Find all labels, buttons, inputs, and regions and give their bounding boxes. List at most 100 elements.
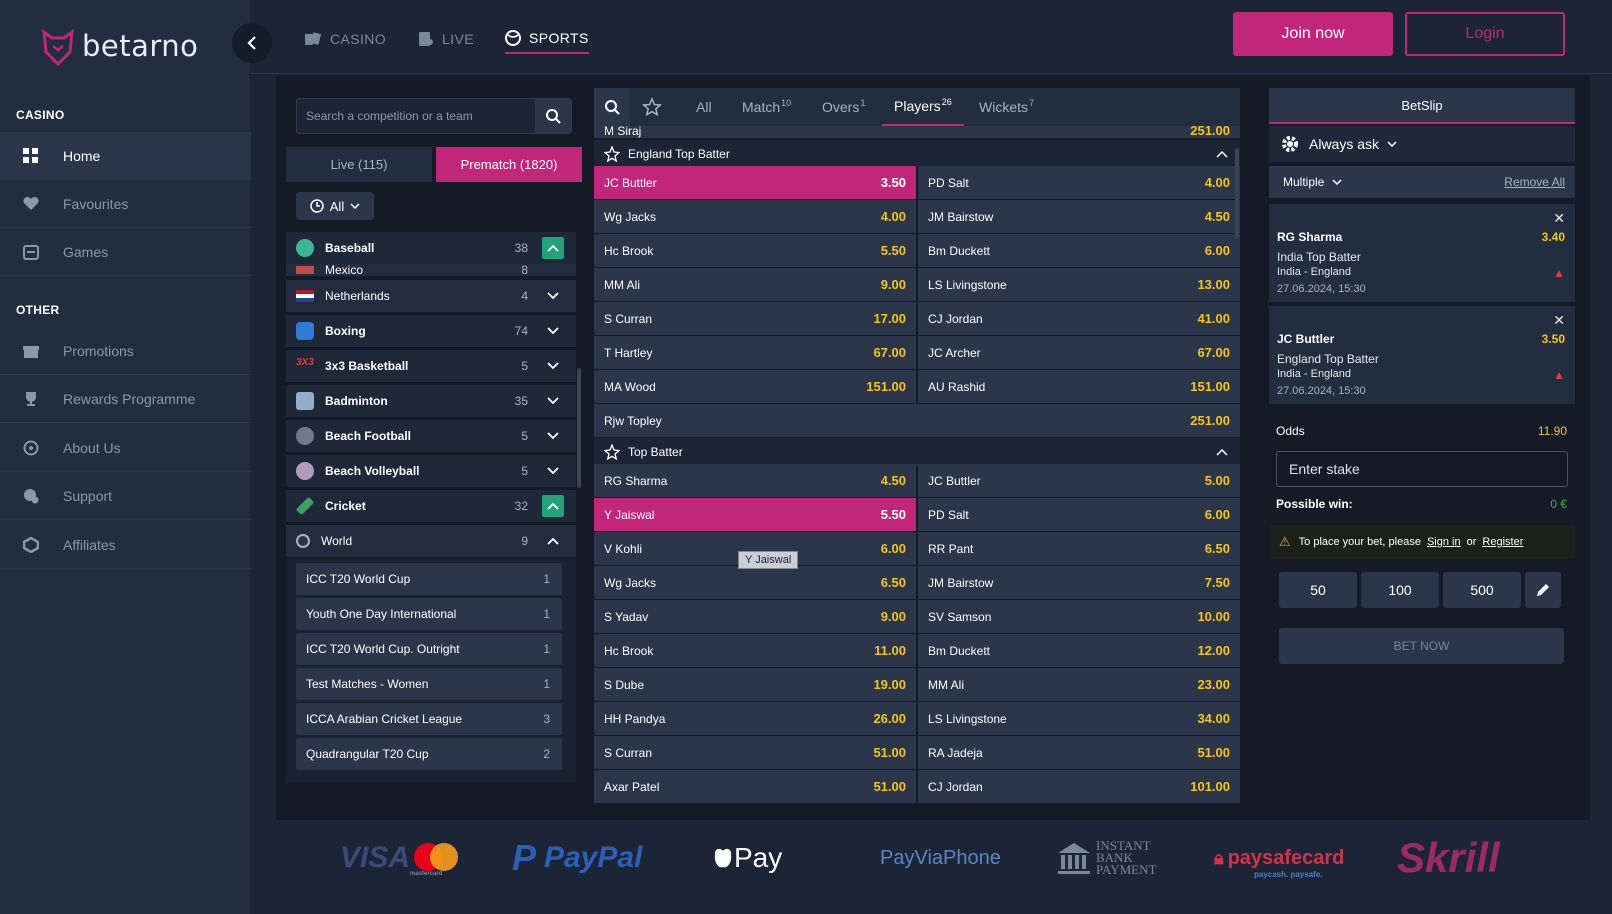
selection-odds-button[interactable]: JC Buttler 5.00	[918, 464, 1240, 497]
market-header-top-batter[interactable]: Top Batter	[594, 438, 1240, 466]
selection-odds-button[interactable]: MA Wood 151.00	[594, 370, 916, 403]
selection-odds-button[interactable]: S Dube 19.00	[594, 668, 916, 701]
remove-all-link[interactable]: Remove All	[1504, 175, 1565, 189]
chevron-up-icon[interactable]	[542, 237, 564, 259]
selection-odds-button[interactable]: LS Livingstone 13.00	[918, 268, 1240, 301]
selection-odds-button[interactable]: Wg Jacks 4.00	[594, 200, 916, 233]
competition-item[interactable]: Youth One Day International 1	[296, 598, 562, 630]
sidebar-item-promotions[interactable]: Promotions	[0, 327, 251, 375]
sport-row-world[interactable]: World 9	[286, 525, 576, 559]
quick-stake-100[interactable]: 100	[1361, 572, 1439, 608]
bet-mode-dropdown[interactable]: Multiple	[1283, 175, 1325, 189]
market-scrollbar[interactable]	[1235, 148, 1239, 238]
accept-odds-dropdown[interactable]: Always ask	[1269, 126, 1575, 162]
sport-row-mexico[interactable]: Mexico 8	[286, 264, 576, 278]
edit-stakes-button[interactable]	[1525, 572, 1561, 608]
favourites-star-button[interactable]	[642, 88, 662, 126]
quick-stake-500[interactable]: 500	[1443, 572, 1521, 608]
chevron-up-icon[interactable]	[1216, 150, 1228, 158]
sport-row-cricket[interactable]: Cricket 32	[286, 490, 576, 524]
chevron-up-icon[interactable]	[542, 530, 564, 552]
selection-odds-button[interactable]: MM Ali 9.00	[594, 268, 916, 301]
selection-odds-button[interactable]: S Curran 51.00	[594, 736, 916, 769]
tab-casino[interactable]: CASINO	[304, 24, 386, 54]
selection-odds-button[interactable]: Wg Jacks 6.50	[594, 566, 916, 599]
selection-odds-button[interactable]: JM Bairstow 4.50	[918, 200, 1240, 233]
selection-odds-button[interactable]: Y Jaiswal 5.50	[594, 498, 916, 531]
sport-row-badminton[interactable]: Badminton 35	[286, 385, 576, 419]
sports-scrollbar[interactable]	[577, 368, 581, 488]
register-link[interactable]: Register	[1482, 536, 1524, 548]
chevron-down-icon[interactable]	[542, 390, 564, 412]
collapse-sidebar-button[interactable]	[232, 23, 272, 63]
market-search-button[interactable]	[594, 88, 630, 126]
selection-odds-button[interactable]: CJ Jordan 41.00	[918, 302, 1240, 335]
brand-logo[interactable]: betarno	[40, 26, 198, 66]
selection-odds-button[interactable]: RA Jadeja 51.00	[918, 736, 1240, 769]
tab-sports[interactable]: SPORTS	[505, 24, 589, 54]
login-button[interactable]: Login	[1405, 12, 1565, 56]
market-tab-wickets[interactable]: Wickets 7	[979, 88, 1034, 126]
selection-odds-button[interactable]: Axar Patel 51.00	[594, 770, 916, 803]
sidebar-item-support[interactable]: Support	[0, 472, 251, 520]
competition-item[interactable]: ICC T20 World Cup 1	[296, 563, 562, 595]
sport-row-beach-volleyball[interactable]: Beach Volleyball 5	[286, 455, 576, 489]
selection-odds-button[interactable]: JM Bairstow 7.50	[918, 566, 1240, 599]
selection-odds-button[interactable]: T Hartley 67.00	[594, 336, 916, 369]
market-tab-all[interactable]: All	[696, 88, 712, 126]
selection-odds-button[interactable]: CJ Jordan 101.00	[918, 770, 1240, 803]
selection-odds-button[interactable]: PD Salt 4.00	[918, 166, 1240, 199]
join-now-button[interactable]: Join now	[1233, 12, 1393, 56]
sport-row-beach-football[interactable]: Beach Football 5	[286, 420, 576, 454]
chevron-down-icon[interactable]	[542, 355, 564, 377]
market-header-england-top-batter[interactable]: England Top Batter	[594, 140, 1240, 168]
selection-odds-button[interactable]: Bm Duckett 6.00	[918, 234, 1240, 267]
selection-odds-button[interactable]: AU Rashid 151.00	[918, 370, 1240, 403]
market-tab-overs[interactable]: Overs 1	[822, 88, 865, 126]
sidebar-item-favourites[interactable]: Favourites	[0, 180, 251, 228]
selection-odds-button[interactable]: LS Livingstone 34.00	[918, 702, 1240, 735]
sidebar-item-games[interactable]: Games	[0, 228, 251, 276]
time-filter-dropdown[interactable]: All	[296, 192, 374, 220]
star-icon[interactable]	[604, 146, 620, 162]
selection-odds-button[interactable]: Hc Brook 5.50	[594, 234, 916, 267]
market-tab-match[interactable]: Match 10	[742, 88, 791, 126]
competition-search-input[interactable]	[297, 99, 540, 133]
competition-item[interactable]: Quadrangular T20 Cup 2	[296, 738, 562, 770]
selection-odds-button[interactable]: PD Salt 6.00	[918, 498, 1240, 531]
chevron-down-icon[interactable]	[542, 320, 564, 342]
sport-row-baseball[interactable]: Baseball 38	[286, 232, 576, 266]
selection-odds-button[interactable]: RG Sharma 4.50	[594, 464, 916, 497]
tab-prematch-count[interactable]: Prematch (1820)	[436, 147, 582, 182]
selection-odds-button[interactable]: S Curran 17.00	[594, 302, 916, 335]
selection-odds-button[interactable]: Hc Brook 11.00	[594, 634, 916, 667]
quick-stake-50[interactable]: 50	[1279, 572, 1357, 608]
sidebar-item-home[interactable]: Home	[0, 132, 251, 180]
sidebar-item-about[interactable]: About Us	[0, 424, 251, 472]
market-tab-players[interactable]: Players 26	[882, 88, 964, 126]
sport-row-netherlands[interactable]: Netherlands 4	[286, 280, 576, 314]
selection-odds-button[interactable]: Bm Duckett 12.00	[918, 634, 1240, 667]
selection-odds-button[interactable]: MM Ali 23.00	[918, 668, 1240, 701]
tab-live[interactable]: LIVE	[418, 24, 474, 54]
odds-row-partial[interactable]: M Siraj 251.00	[594, 126, 1240, 138]
sign-in-link[interactable]: Sign in	[1426, 536, 1461, 548]
selection-rjw-topley[interactable]: Rjw Topley 251.00	[594, 404, 1240, 437]
selection-odds-button[interactable]: HH Pandya 26.00	[594, 702, 916, 735]
competition-item[interactable]: ICCA Arabian Cricket League 3	[296, 703, 562, 735]
close-icon[interactable]: ✕	[1553, 312, 1565, 328]
selection-odds-button[interactable]: S Yadav 9.00	[594, 600, 916, 633]
chevron-up-icon[interactable]	[1216, 448, 1228, 456]
selection-odds-button[interactable]: V Kohli 6.00	[594, 532, 916, 565]
competition-item[interactable]: ICC T20 World Cup. Outright 1	[296, 633, 562, 665]
star-icon[interactable]	[604, 444, 620, 460]
competition-item[interactable]: Test Matches - Women 1	[296, 668, 562, 700]
search-button[interactable]	[535, 99, 571, 133]
chevron-up-icon[interactable]	[542, 495, 564, 517]
selection-odds-button[interactable]: JC Buttler 3.50	[594, 166, 916, 199]
selection-odds-button[interactable]: RR Pant 6.50	[918, 532, 1240, 565]
selection-odds-button[interactable]: SV Samson 10.00	[918, 600, 1240, 633]
chevron-down-icon[interactable]	[542, 285, 564, 307]
close-icon[interactable]: ✕	[1553, 210, 1565, 226]
bet-now-button[interactable]: BET NOW	[1279, 628, 1564, 664]
